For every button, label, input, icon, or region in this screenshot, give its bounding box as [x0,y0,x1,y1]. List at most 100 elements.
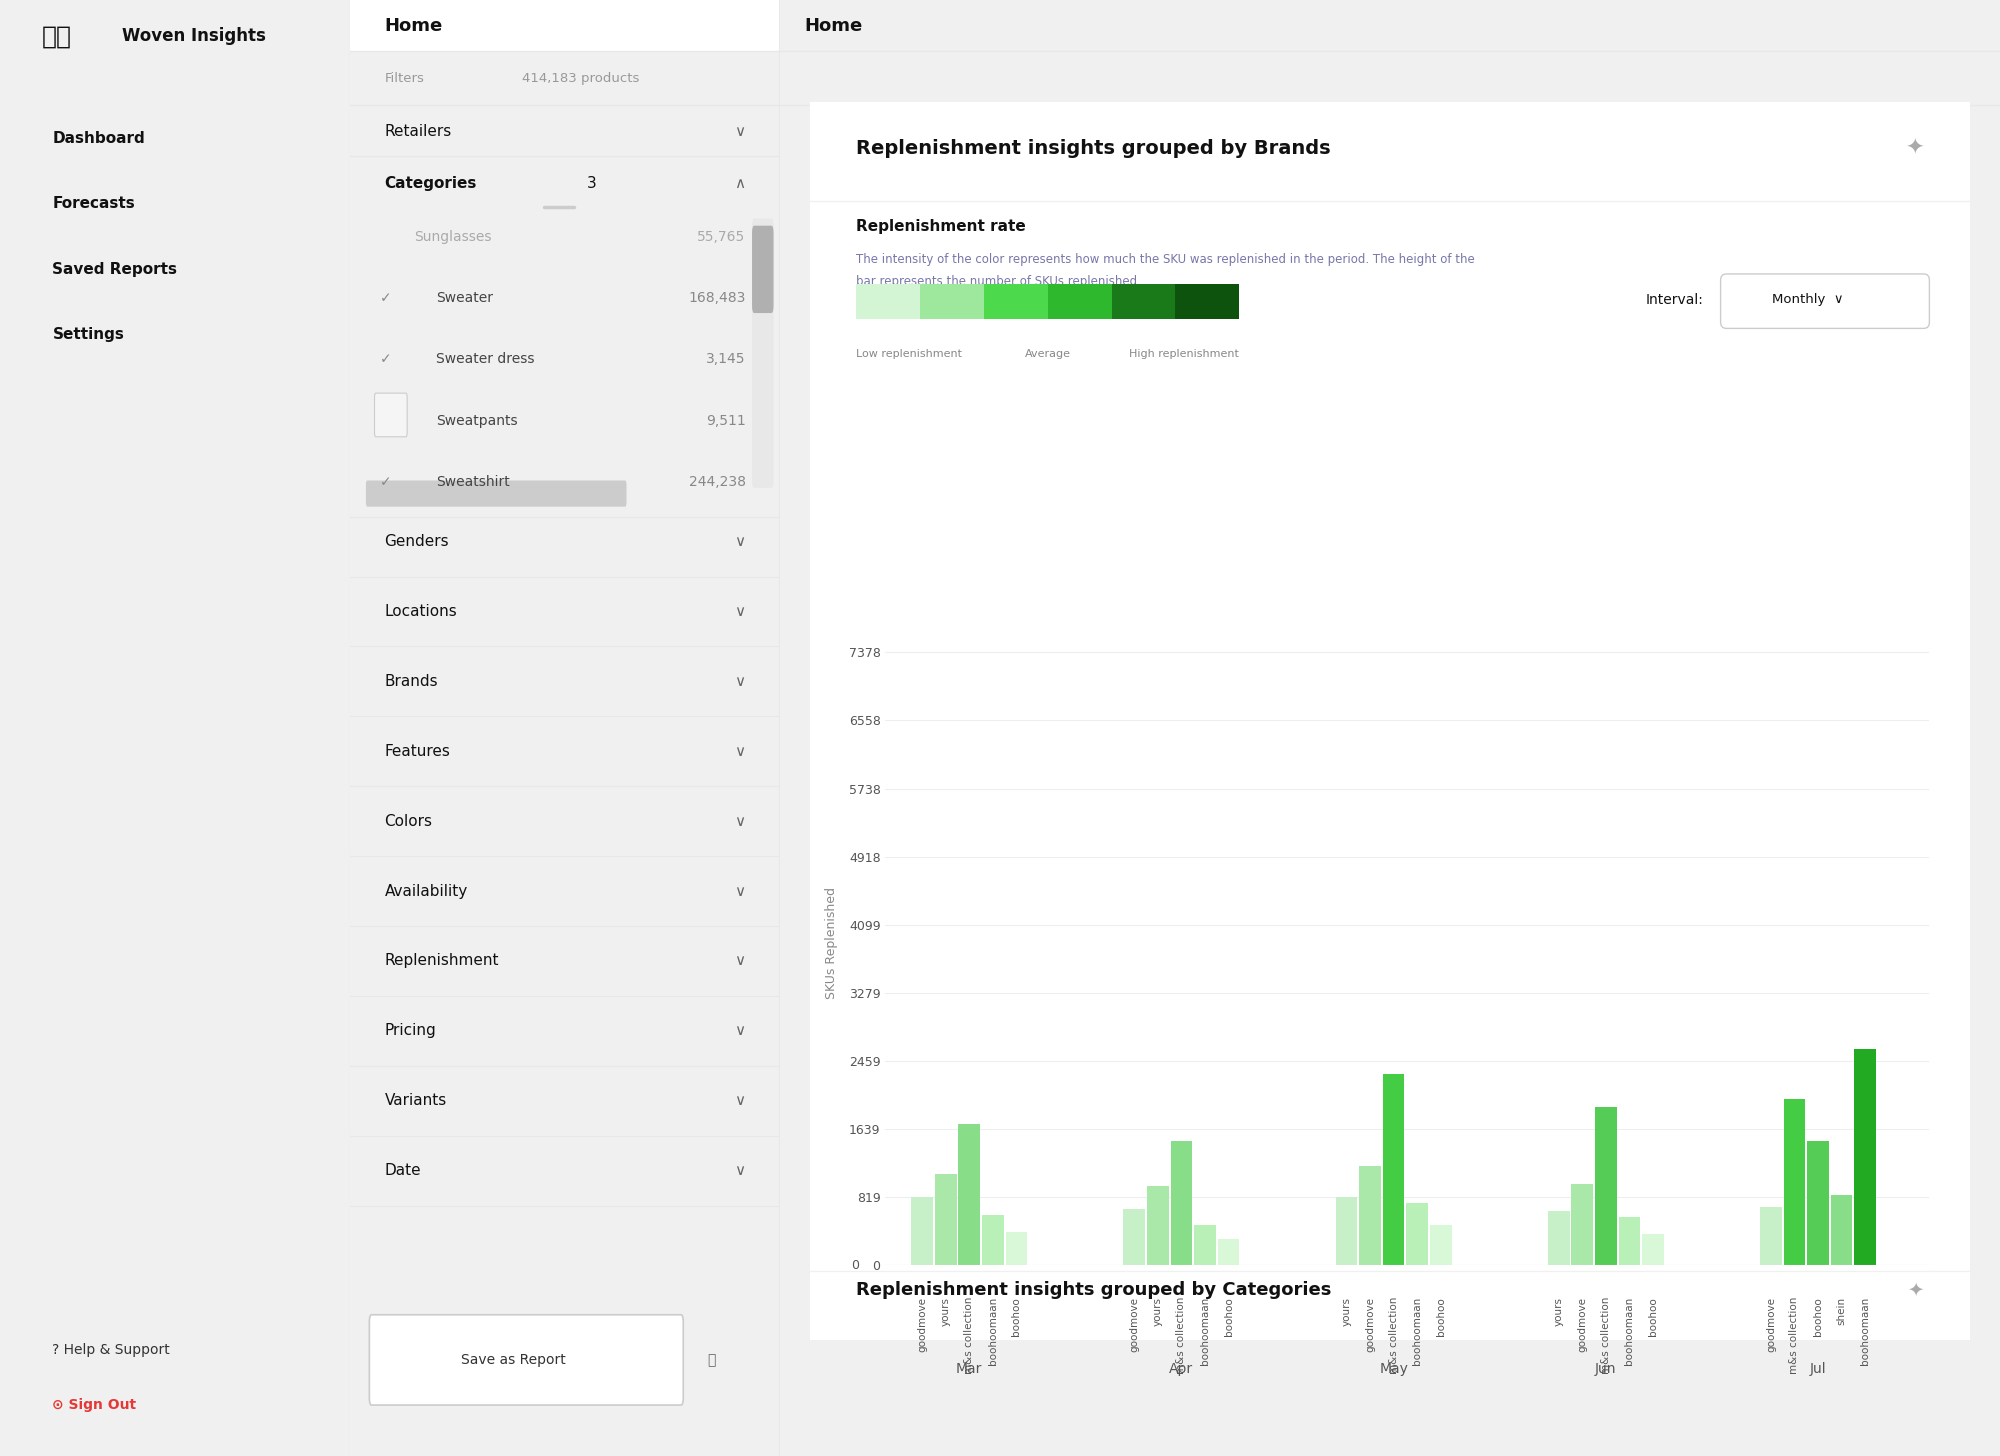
Text: ∨: ∨ [734,124,746,138]
Text: goodmove: goodmove [1766,1297,1776,1351]
Text: yours: yours [1152,1297,1162,1326]
Bar [1618,1217,1640,1265]
Bar [1430,1226,1452,1265]
Text: ∨: ∨ [734,954,746,968]
Text: ? Help & Support: ? Help & Support [52,1342,170,1357]
Text: ✓: ✓ [380,352,392,367]
Text: Colors: Colors [384,814,432,828]
Text: Sweatshirt: Sweatshirt [436,475,510,489]
Text: ∨: ∨ [734,1163,746,1178]
Text: shein: shein [1836,1297,1846,1325]
Text: Replenishment insights grouped by Categories: Replenishment insights grouped by Catego… [856,1281,1332,1299]
Bar [1148,1187,1168,1265]
Text: Locations: Locations [384,604,458,619]
Text: ∿∿: ∿∿ [42,25,72,48]
Text: m&s collection: m&s collection [964,1297,974,1374]
Text: Features: Features [384,744,450,759]
Text: Filters: Filters [384,73,424,84]
FancyBboxPatch shape [1098,1220,1682,1236]
Text: boohoomaan: boohoomaan [1860,1297,1870,1366]
Text: ✦: ✦ [1904,138,1924,159]
Bar [1336,1197,1358,1265]
Text: boohoo: boohoo [1224,1297,1234,1335]
Text: Replenishment: Replenishment [384,954,498,968]
Text: Replenishment rate: Replenishment rate [856,220,1026,234]
Text: ∨: ∨ [734,814,746,828]
Bar [1006,1232,1028,1265]
Text: boohoo: boohoo [1648,1297,1658,1335]
Text: ∨: ∨ [734,744,746,759]
Text: ∨: ∨ [734,674,746,689]
Text: 0: 0 [852,1259,860,1271]
Text: Settings: Settings [52,328,124,342]
Text: Dashboard: Dashboard [52,131,146,146]
Text: goodmove: goodmove [918,1297,928,1351]
Text: m&s collection: m&s collection [1790,1297,1800,1374]
Text: boohoomaan: boohoomaan [1412,1297,1422,1366]
Text: ∨: ∨ [734,884,746,898]
FancyBboxPatch shape [1720,274,1930,329]
Bar [1808,1140,1828,1265]
Text: 9,511: 9,511 [706,414,746,428]
Bar [1854,1050,1876,1265]
Text: boohoo: boohoo [1436,1297,1446,1335]
Text: Categories: Categories [384,176,476,191]
Text: yours: yours [940,1297,950,1326]
Text: ∨: ∨ [734,534,746,549]
FancyBboxPatch shape [752,226,774,313]
FancyBboxPatch shape [350,0,780,51]
Text: m&s collection: m&s collection [1600,1297,1610,1374]
Text: The intensity of the color represents how much the SKU was replenished in the pe: The intensity of the color represents ho… [856,253,1476,266]
Text: ⊙ Sign Out: ⊙ Sign Out [52,1398,136,1412]
FancyBboxPatch shape [374,393,408,437]
Text: ✦: ✦ [1908,1280,1924,1300]
Y-axis label: SKUs Replenished: SKUs Replenished [824,888,838,999]
Bar [1760,1207,1782,1265]
Text: Sweater dress: Sweater dress [436,352,534,367]
Text: ∨: ∨ [734,1024,746,1038]
Text: goodmove: goodmove [1366,1297,1376,1351]
FancyBboxPatch shape [366,480,626,507]
Bar [1406,1203,1428,1265]
Bar [1194,1226,1216,1265]
FancyBboxPatch shape [984,284,1048,319]
Text: 244,238: 244,238 [688,475,746,489]
Text: boohoomaan: boohoomaan [988,1297,998,1366]
Text: Average: Average [1024,349,1070,360]
FancyBboxPatch shape [370,1315,684,1405]
Text: boohoo: boohoo [1012,1297,1022,1335]
Text: Genders: Genders [384,534,450,549]
Text: boohoomaan: boohoomaan [1200,1297,1210,1366]
Text: Sweatpants: Sweatpants [436,414,518,428]
FancyBboxPatch shape [1048,284,1112,319]
Bar [934,1174,956,1265]
FancyBboxPatch shape [1176,284,1240,319]
Text: 🔖: 🔖 [708,1353,716,1367]
Text: Saved Reports: Saved Reports [52,262,178,277]
Bar [1784,1099,1806,1265]
FancyBboxPatch shape [752,218,774,488]
Bar [1642,1233,1664,1265]
Text: Sweater: Sweater [436,291,492,306]
Bar [1218,1239,1240,1265]
Text: Variants: Variants [384,1093,446,1108]
Text: ✓: ✓ [380,291,392,306]
FancyBboxPatch shape [804,96,1976,1345]
Text: goodmove: goodmove [1130,1297,1140,1351]
Text: ∧: ∧ [734,176,746,191]
Text: ∨: ∨ [734,1093,746,1108]
Text: Save as Report: Save as Report [462,1353,566,1367]
Text: ✓: ✓ [380,475,392,489]
Bar [958,1124,980,1265]
Text: Sunglasses: Sunglasses [414,230,492,245]
Text: Forecasts: Forecasts [52,197,136,211]
Text: boohoo: boohoo [1814,1297,1824,1335]
Bar [1572,1184,1594,1265]
Bar [1830,1195,1852,1265]
Text: Replenishment insights grouped by Brands: Replenishment insights grouped by Brands [856,138,1332,159]
Text: 3,145: 3,145 [706,352,746,367]
FancyBboxPatch shape [920,284,984,319]
Text: Brands: Brands [384,674,438,689]
Bar [1548,1211,1570,1265]
Bar [1124,1208,1146,1265]
